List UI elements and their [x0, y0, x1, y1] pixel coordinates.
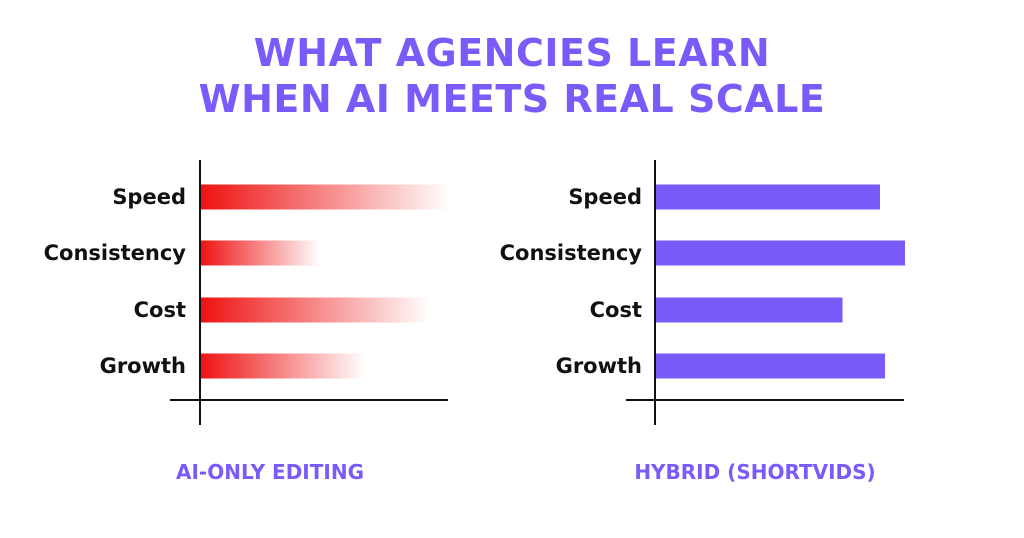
category-label-growth: Growth	[100, 354, 186, 378]
bar-speed	[200, 184, 450, 210]
category-label-consistency: Consistency	[500, 241, 643, 265]
category-label-speed: Speed	[112, 185, 186, 209]
category-label-speed: Speed	[568, 185, 642, 209]
category-label-cost: Cost	[134, 298, 186, 322]
category-label-cost: Cost	[590, 298, 642, 322]
bar-cost	[655, 297, 843, 323]
chart-hybrid: Speed Consistency Cost Growth HYBRID (SHORTV…	[500, 160, 905, 484]
chart-ai-only: Speed Consistency Cost Growth AI-ONLY EDITIN…	[44, 160, 450, 484]
bar-growth	[655, 353, 885, 379]
chart-caption: HYBRID (SHORTVIDS)	[634, 460, 875, 484]
bar-consistency	[655, 240, 905, 266]
page-title: WHAT AGENCIES LEARN WHEN AI MEETS REAL S…	[0, 30, 1024, 122]
category-label-growth: Growth	[556, 354, 642, 378]
bar-speed	[655, 184, 880, 210]
title-line-1: WHAT AGENCIES LEARN	[253, 31, 771, 75]
category-label-consistency: Consistency	[44, 241, 187, 265]
bar-cost	[200, 297, 430, 323]
chart-caption: AI-ONLY EDITING	[176, 460, 364, 484]
bar-growth	[200, 353, 365, 379]
title-line-2: WHEN AI MEETS REAL SCALE	[198, 77, 826, 121]
bar-consistency	[200, 240, 320, 266]
